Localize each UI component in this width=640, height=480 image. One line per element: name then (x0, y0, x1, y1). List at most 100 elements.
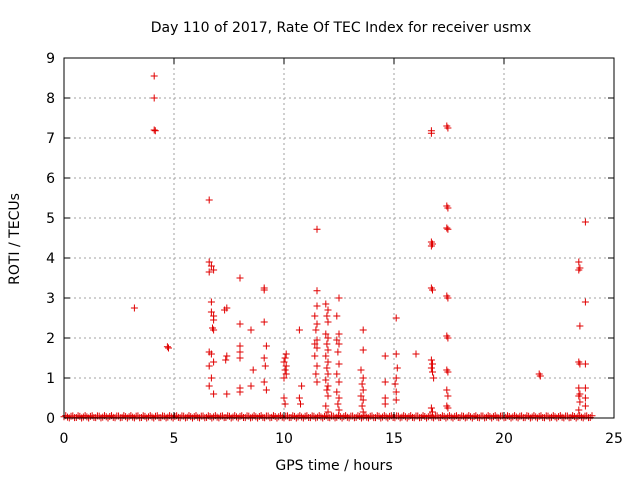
data-point (247, 326, 255, 334)
data-point (335, 406, 343, 414)
data-point (236, 388, 244, 396)
data-point (493, 413, 501, 421)
data-point (76, 412, 84, 420)
data-point (221, 306, 229, 314)
data-point (313, 344, 321, 352)
data-point (225, 412, 233, 420)
data-point (443, 386, 451, 394)
data-point (165, 344, 172, 352)
data-point (392, 314, 400, 322)
x-tick-label: 25 (605, 431, 623, 447)
data-point (381, 378, 389, 386)
data-point (482, 413, 490, 421)
plot-frame (63, 57, 615, 419)
data-point (558, 413, 566, 421)
data-point (313, 320, 321, 328)
y-tick-label: 2 (46, 331, 55, 347)
data-point (575, 406, 583, 414)
data-point (489, 413, 497, 421)
x-axis-label: GPS time / hours (275, 458, 392, 474)
data-point (359, 386, 367, 394)
y-tick-label: 4 (46, 251, 55, 267)
data-point (575, 392, 583, 400)
data-point (207, 350, 215, 358)
data-point (359, 408, 367, 416)
data-point (335, 294, 343, 302)
data-point (335, 394, 343, 402)
data-point (324, 334, 332, 342)
data-point (394, 412, 402, 420)
data-point (280, 394, 288, 402)
data-point (451, 412, 459, 420)
x-tick-label: 10 (275, 431, 293, 447)
data-point (210, 316, 218, 324)
data-point (236, 274, 244, 282)
data-point (386, 412, 394, 420)
data-point (210, 266, 218, 274)
data-point (427, 356, 435, 364)
data-point (575, 266, 583, 274)
data-point (205, 196, 213, 204)
y-tick-label: 0 (46, 411, 55, 427)
data-point (581, 360, 589, 368)
data-point (232, 413, 240, 421)
data-point (118, 413, 126, 421)
data-point (555, 413, 563, 421)
data-point (381, 352, 389, 360)
data-point (535, 412, 543, 420)
data-point (334, 348, 342, 356)
data-point (323, 364, 331, 372)
data-point (298, 382, 306, 390)
grid-lines (64, 58, 614, 418)
data-point (444, 124, 452, 132)
data-point (150, 72, 158, 80)
data-point (359, 374, 367, 382)
data-point (357, 366, 365, 374)
data-point (262, 342, 270, 350)
x-tick-label: 20 (495, 431, 513, 447)
data-point (236, 348, 244, 356)
data-point (333, 336, 341, 344)
data-point (95, 412, 103, 420)
data-points (60, 72, 596, 422)
data-point (86, 412, 94, 420)
data-point (412, 350, 420, 358)
data-point (205, 362, 213, 370)
data-point (324, 318, 332, 326)
data-point (295, 326, 303, 334)
data-point (210, 358, 218, 366)
data-point (323, 386, 331, 394)
data-point (313, 378, 321, 386)
data-point (64, 413, 72, 421)
data-point (536, 372, 544, 380)
data-point (313, 225, 321, 233)
data-point (297, 400, 304, 408)
data-point (223, 352, 231, 360)
data-point (322, 376, 330, 384)
data-point (261, 362, 269, 370)
data-point (363, 413, 371, 421)
data-point (210, 390, 218, 398)
data-point (207, 262, 215, 270)
data-point (281, 400, 289, 408)
data-point (393, 364, 401, 372)
data-point (417, 413, 425, 421)
y-tick-label: 8 (46, 91, 55, 107)
data-point (335, 360, 343, 368)
data-point (444, 294, 452, 302)
data-point (260, 378, 268, 386)
data-point (298, 413, 306, 421)
data-point (575, 384, 583, 392)
data-point (301, 412, 309, 420)
data-point (312, 326, 320, 334)
data-point (375, 412, 383, 420)
data-point (335, 378, 343, 386)
y-tick-label: 1 (46, 371, 55, 387)
data-point (567, 413, 575, 421)
y-tick-label: 7 (46, 131, 55, 147)
data-point (581, 384, 589, 392)
data-point (183, 413, 191, 421)
y-tick-label: 5 (46, 211, 55, 227)
data-point (207, 308, 215, 316)
